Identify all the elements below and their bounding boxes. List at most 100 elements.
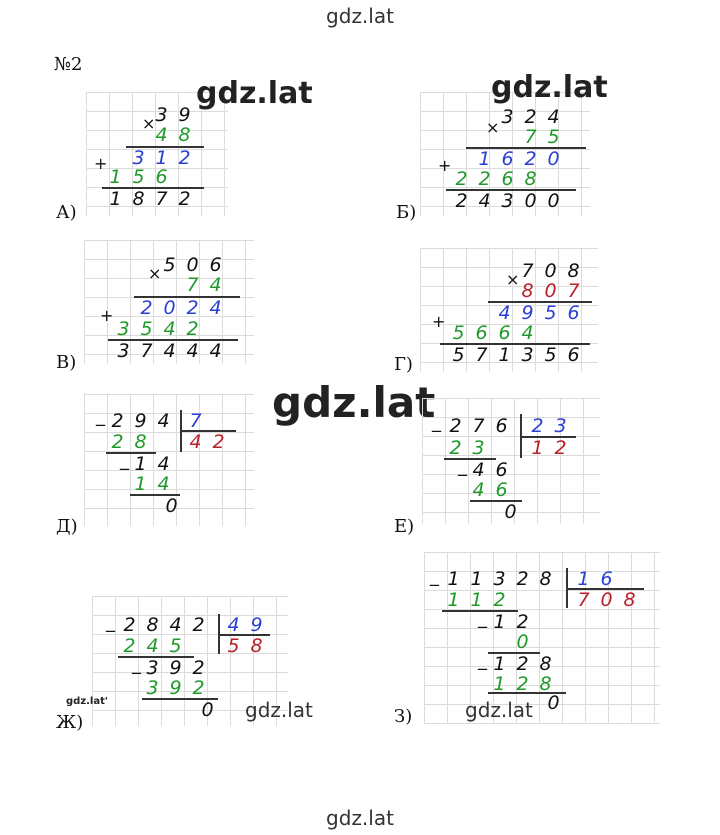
digit: 2	[123, 614, 136, 636]
digits: 0	[511, 631, 534, 653]
rem2-d: 0	[160, 495, 183, 517]
digit: 2	[178, 188, 191, 210]
digit: 1	[134, 473, 147, 495]
digit: 7	[524, 126, 537, 148]
line-b1	[466, 147, 586, 149]
digit: 4	[157, 473, 170, 495]
digit: 0	[201, 699, 214, 721]
digit: 5	[452, 322, 465, 344]
digit: 2	[516, 611, 529, 633]
digit: 8	[539, 673, 552, 695]
digit: 5	[163, 254, 176, 276]
digit: 2	[178, 147, 191, 169]
label-g: Г)	[394, 354, 413, 375]
label-v: В)	[56, 352, 77, 373]
watermark-small-2: gdz.lat	[465, 698, 533, 722]
digit: 2	[478, 168, 491, 190]
digit: 4	[547, 106, 560, 128]
digit: 9	[134, 410, 147, 432]
watermark-center: gdz.lat	[272, 378, 436, 427]
line-e2	[470, 500, 522, 502]
digit: 0	[544, 280, 557, 302]
watermark-bottom: gdz.lat	[326, 806, 394, 830]
line-z1	[442, 610, 518, 612]
digit: 2	[455, 168, 468, 190]
digit: 4	[472, 459, 485, 481]
minus-sign-z: _	[430, 566, 439, 587]
plus-sign-a: +	[94, 154, 108, 173]
digit: 4	[209, 340, 222, 362]
digit: 9	[178, 104, 191, 126]
digit: 4	[521, 322, 534, 344]
digit: 1	[531, 437, 544, 459]
task-number: №2	[54, 54, 83, 75]
digit: 2	[111, 410, 124, 432]
digit: 8	[539, 653, 552, 675]
line-d1	[106, 452, 156, 454]
digit: 3	[521, 344, 534, 366]
digit: 2	[524, 106, 537, 128]
digit: 2	[111, 431, 124, 453]
digit: 1	[109, 166, 122, 188]
digit: 0	[186, 254, 199, 276]
digit: 2	[449, 415, 462, 437]
digit: 5	[544, 344, 557, 366]
plus-sign-b: +	[438, 156, 452, 175]
digit: 7	[155, 188, 168, 210]
divisor-d: 7	[184, 410, 207, 432]
minus-sign-d2: _	[120, 450, 129, 471]
minus-sign-zh2: _	[132, 654, 141, 675]
digit: 2	[531, 415, 544, 437]
digit: 2	[192, 677, 205, 699]
digit: 4	[169, 614, 182, 636]
digit: 8	[132, 188, 145, 210]
digit: 0	[547, 190, 560, 212]
digit: 9	[169, 657, 182, 679]
line-zh1	[118, 656, 194, 658]
line-g1	[488, 301, 592, 303]
digit: 5	[169, 635, 182, 657]
grid-panel-z	[424, 552, 660, 724]
digit: 4	[186, 340, 199, 362]
digit: 8	[178, 124, 191, 146]
plus-sign-g: +	[432, 312, 446, 331]
digit: 7	[140, 340, 153, 362]
digit: 6	[495, 479, 508, 501]
